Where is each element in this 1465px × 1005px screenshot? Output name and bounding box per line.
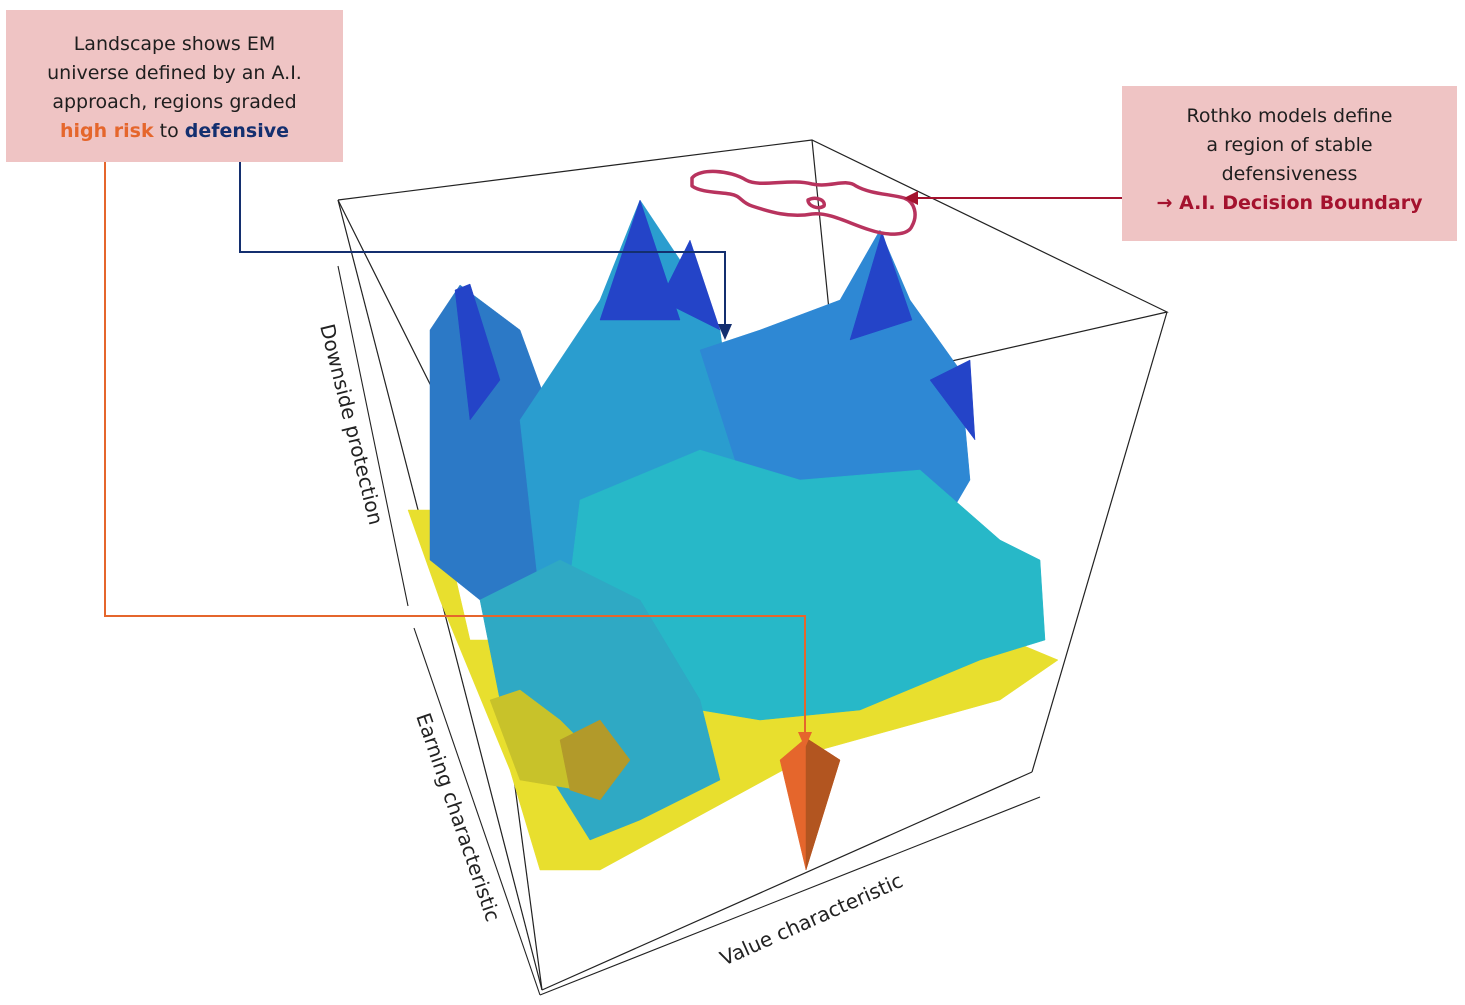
axis-arrows xyxy=(337,265,1041,996)
callout-landscape-line4: high risk to defensive xyxy=(6,117,343,146)
callout-rothko: Rothko models define a region of stable … xyxy=(1122,86,1457,241)
surface-peak-2 xyxy=(659,239,721,331)
arrow-head-defensive xyxy=(718,324,732,340)
callout-landscape: Landscape shows EM universe defined by a… xyxy=(6,10,343,162)
to-label: to xyxy=(153,120,185,142)
decision-boundary-outline xyxy=(690,169,917,236)
x-axis-label: Value characteristic xyxy=(716,868,906,970)
high-risk-spike-shade xyxy=(805,737,841,871)
surface-peak-1 xyxy=(599,199,681,321)
arrow-head-high-risk xyxy=(798,732,812,748)
y-axis-label: Earning characteristic xyxy=(411,710,505,925)
surface-landscape xyxy=(407,199,1059,871)
callout-rothko-line2: a region of stable xyxy=(1206,134,1373,156)
surface-peak-4 xyxy=(454,283,501,421)
decision-boundary-label: → A.I. Decision Boundary xyxy=(1156,192,1423,214)
high-risk-label: high risk xyxy=(59,120,154,142)
connector-lines xyxy=(104,162,1137,740)
callout-rothko-line1: Rothko models define xyxy=(1186,105,1393,127)
callout-landscape-line1: Landscape shows EM xyxy=(73,33,276,55)
callout-landscape-line3: approach, regions graded xyxy=(52,91,297,113)
callout-rothko-line3: defensiveness xyxy=(1221,163,1358,185)
surface-peak-3 xyxy=(849,231,913,341)
low-region-lump-2 xyxy=(559,719,631,801)
surface-peak-5 xyxy=(929,359,976,441)
callout-landscape-line2: universe defined by an A.I. xyxy=(47,62,302,84)
defensive-label: defensive xyxy=(184,120,290,142)
arrow-head-boundary xyxy=(904,191,918,205)
